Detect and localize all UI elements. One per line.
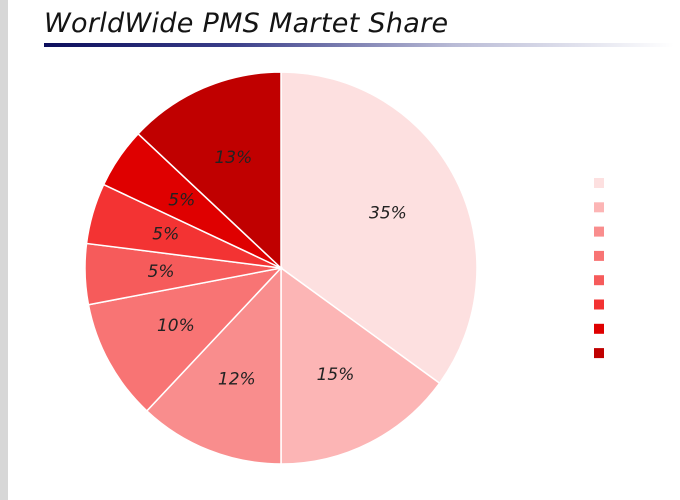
chart-legend <box>594 178 604 359</box>
legend-swatch <box>594 299 604 310</box>
slice-label: 10% <box>157 316 195 336</box>
pie-slice <box>137 71 282 270</box>
legend-swatch <box>594 178 604 188</box>
slice-label: 5% <box>152 225 179 245</box>
title-underline <box>44 43 674 47</box>
legend-swatch <box>594 226 604 237</box>
pie-slice <box>87 266 284 412</box>
slice-label: 12% <box>218 370 256 390</box>
pie-labels: 35% 15% 12% 10% 5% 5% 5% 13% <box>148 148 407 390</box>
slice-label: 35% <box>369 204 407 224</box>
slice-label: 13% <box>214 148 252 168</box>
slice-label: 15% <box>317 365 355 385</box>
pie-slices <box>84 71 478 465</box>
slide-left-edge <box>0 0 8 500</box>
legend-swatch <box>594 348 604 359</box>
legend-swatch <box>594 323 604 334</box>
slice-label: 5% <box>148 262 175 282</box>
slice-label: 5% <box>168 191 195 211</box>
pie-slice <box>280 71 478 385</box>
legend-swatch <box>594 275 604 286</box>
slide-title: WorldWide PMS Martet Share <box>44 8 449 39</box>
legend-swatch <box>594 202 604 213</box>
legend-swatch <box>594 250 604 261</box>
pie-slice <box>280 266 441 465</box>
pie-slice <box>145 266 282 465</box>
